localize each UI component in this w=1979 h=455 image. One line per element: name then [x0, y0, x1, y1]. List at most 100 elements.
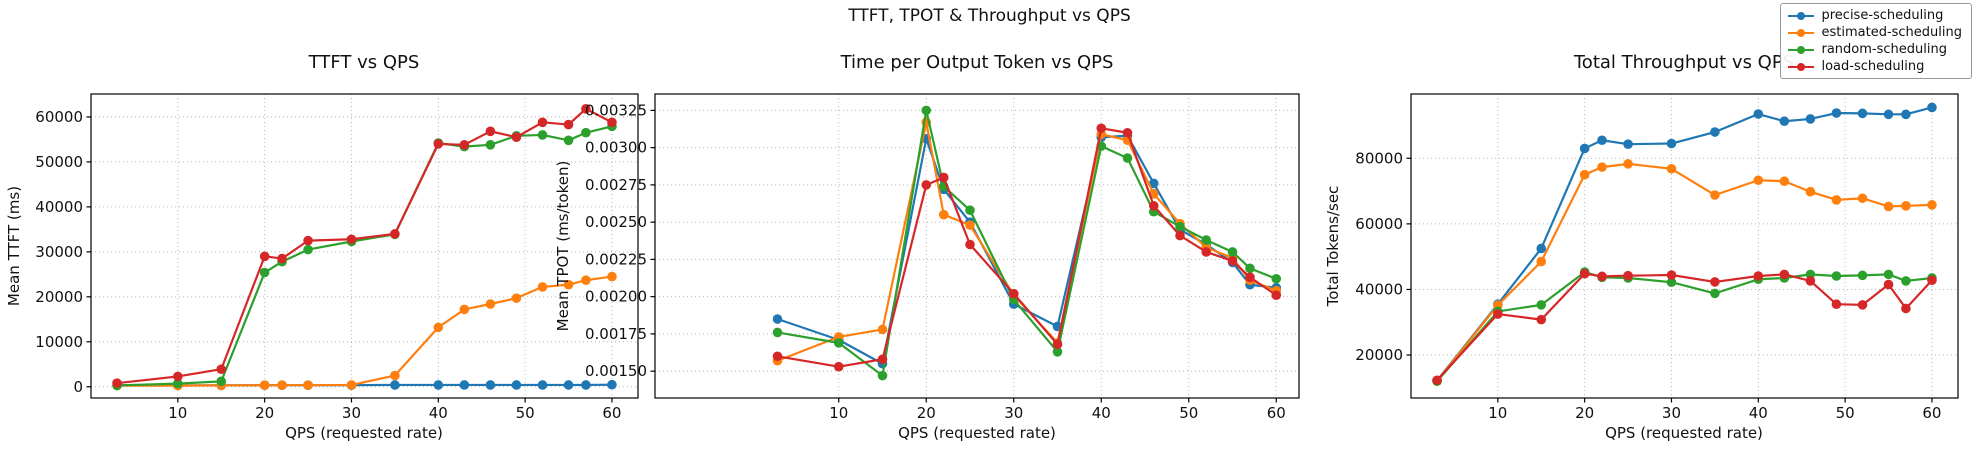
data-point: [1901, 303, 1911, 314]
y-ticks: 0 10000 20000 30000 40000 50000 60000: [35, 108, 91, 396]
throughput-chart-title: Total Throughput vs QPS: [1573, 52, 1795, 73]
x-tick-label: 20: [1575, 404, 1594, 422]
data-point: [1666, 138, 1677, 149]
data-point: [259, 267, 270, 278]
data-point: [173, 378, 183, 389]
throughput-x-axis-label: QPS (requested rate): [1605, 424, 1763, 442]
data-point: [1710, 288, 1720, 299]
x-ticks: 10 20 30 40 50 60: [829, 398, 1286, 422]
data-point: [938, 172, 949, 183]
data-point: [459, 304, 470, 315]
series-random-scheduling: [1432, 267, 1937, 387]
x-tick-label: 40: [1092, 404, 1111, 422]
data-point: [921, 180, 932, 190]
series-load-scheduling: [1432, 268, 1937, 386]
data-point: [1536, 314, 1547, 325]
data-point: [1805, 114, 1816, 124]
x-tick-label: 50: [1836, 404, 1855, 422]
data-point: [1579, 169, 1590, 180]
data-point: [1245, 263, 1255, 274]
data-point: [1831, 271, 1842, 281]
tpot-chart-title: Time per Output Token vs QPS: [840, 52, 1114, 73]
data-point: [772, 314, 783, 324]
data-point: [581, 275, 591, 285]
data-point: [581, 104, 591, 114]
tpot-x-axis-label: QPS (requested rate): [898, 424, 1056, 442]
data-point: [346, 380, 357, 390]
x-tick-label: 30: [1662, 404, 1681, 422]
data-point: [485, 380, 496, 390]
data-point: [303, 380, 313, 390]
legend-item: precise-scheduling: [1788, 8, 1962, 23]
y-tick-label: 0.00150: [585, 362, 647, 380]
data-point: [433, 322, 444, 333]
y-tick-label: 50000: [35, 153, 83, 171]
y-tick-label: 10000: [35, 333, 83, 351]
data-point: [1579, 268, 1590, 279]
x-tick-label: 30: [342, 404, 361, 422]
data-point: [1579, 143, 1590, 154]
data-point: [1666, 270, 1677, 280]
data-point: [173, 371, 183, 382]
line-marker-icon: [1788, 45, 1815, 55]
data-point: [537, 130, 548, 140]
gridlines: [655, 94, 1299, 398]
x-tick-label: 10: [168, 404, 187, 422]
axes-frame: [1410, 93, 1959, 399]
data-point: [833, 361, 844, 372]
data-point: [511, 380, 522, 390]
y-ticks: 0.00150 0.00175 0.00200 0.00225 0.00250 0.002…: [585, 101, 655, 380]
data-point: [1883, 279, 1894, 290]
data-point: [537, 380, 548, 390]
data-point: [1227, 256, 1238, 266]
series-load-scheduling: [112, 104, 617, 388]
data-point: [1052, 339, 1063, 350]
y-tick-label: 0.00250: [585, 213, 647, 231]
data-point: [1245, 272, 1255, 283]
data-point: [1432, 375, 1442, 386]
tpot-y-axis-label: Mean TPOT (ms/token): [554, 160, 572, 332]
data-point: [1148, 178, 1159, 189]
tpot-plot: 10 20 30 40 50 60 0.00150 0.00175 0.00200 0.00225…: [585, 93, 1300, 422]
legend-label: estimated-scheduling: [1821, 25, 1962, 40]
y-tick-label: 40000: [1355, 280, 1403, 298]
data-point: [772, 351, 783, 362]
y-ticks: 20000 40000 60000 80000: [1355, 149, 1411, 364]
data-point: [965, 220, 975, 230]
data-point: [1901, 276, 1911, 286]
x-tick-label: 60: [1922, 404, 1941, 422]
data-point: [537, 282, 548, 292]
data-point: [563, 119, 574, 130]
x-tick-label: 50: [1179, 404, 1198, 422]
data-point: [259, 251, 270, 262]
x-tick-label: 60: [602, 404, 621, 422]
data-point: [877, 370, 888, 381]
x-tick-label: 10: [1488, 404, 1507, 422]
data-point: [1857, 108, 1868, 119]
data-point: [1052, 347, 1063, 357]
data-point: [921, 105, 932, 116]
data-point: [459, 140, 470, 150]
data-point: [1201, 235, 1212, 245]
data-point: [216, 376, 227, 387]
legend-label: precise-scheduling: [1821, 8, 1944, 23]
data-point: [1857, 300, 1868, 310]
data-point: [965, 205, 975, 216]
data-point: [1779, 176, 1790, 187]
y-tick-label: 0.00175: [585, 325, 647, 343]
data-point: [1175, 230, 1185, 241]
data-point: [1927, 102, 1937, 113]
data-point: [1493, 309, 1503, 319]
data-point: [1779, 116, 1790, 127]
data-point: [511, 132, 522, 142]
y-tick-label: 0.00200: [585, 288, 647, 306]
data-point: [1883, 109, 1894, 120]
y-tick-label: 80000: [1355, 149, 1403, 167]
legend-item: random-scheduling: [1788, 42, 1962, 57]
data-point: [1901, 109, 1911, 120]
legend-item: load-scheduling: [1788, 59, 1962, 74]
data-point: [1927, 200, 1937, 210]
data-point: [1805, 276, 1816, 286]
data-point: [1666, 163, 1677, 174]
throughput-plot: 10 20 30 40 50 60 20000 40000 60000 80000: [1355, 93, 1959, 422]
